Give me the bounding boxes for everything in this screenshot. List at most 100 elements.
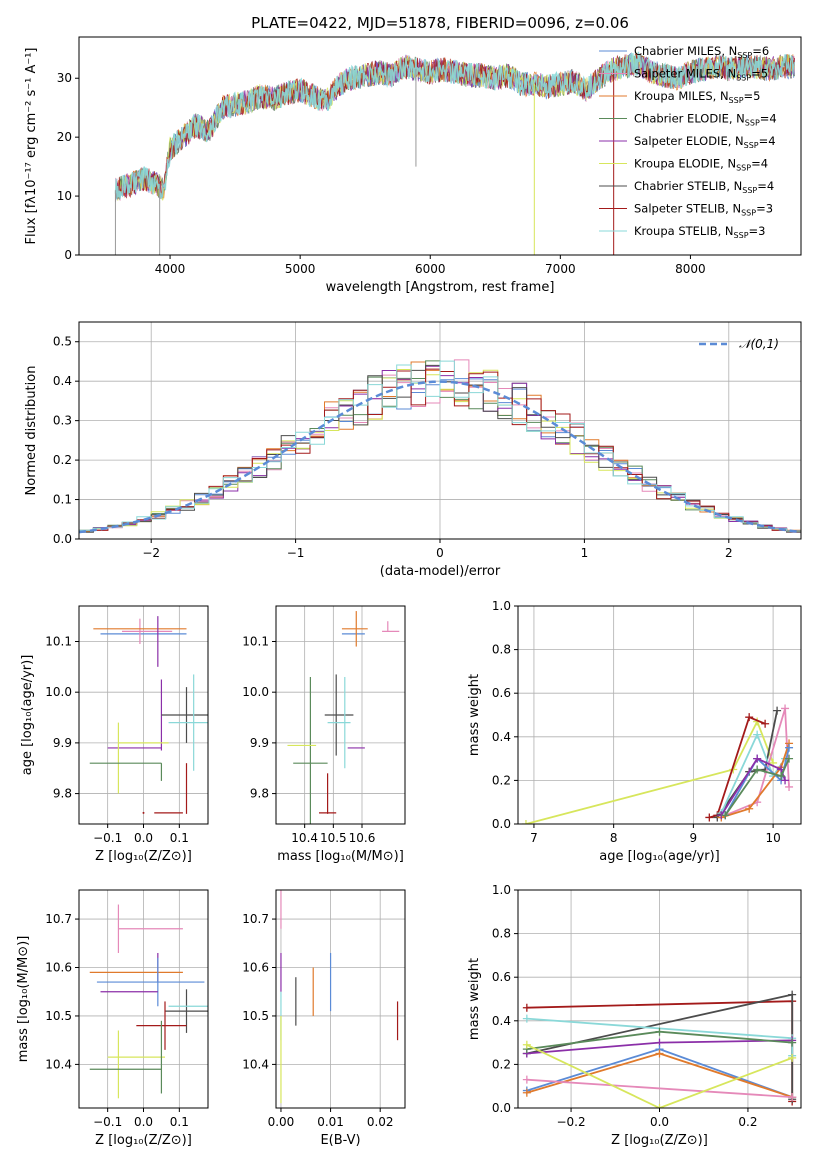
y-tick-label: 0 <box>64 248 72 262</box>
spectrum-xlabel: wavelength [Angstrom, rest frame] <box>326 280 555 295</box>
figure-title: PLATE=0422, MJD=51878, FIBERID=0096, z=0… <box>251 14 629 32</box>
x-tick-label: 10.4 <box>291 831 318 845</box>
residuals-plot-area <box>79 359 801 539</box>
weight-marker <box>777 772 786 781</box>
legend-label: Chabrier ELODIE, NSSP=4 <box>634 112 777 128</box>
mass_vs_Z-plot-area <box>89 904 208 1099</box>
y-tick-label: 0.0 <box>53 532 72 546</box>
x-tick-label: 1 <box>581 546 589 560</box>
mass_weight_vs_age-plot-area <box>521 704 794 824</box>
age_vs_Z-xlabel: Z [log₁₀(Z/Z⊙)] <box>95 849 192 864</box>
weight-marker <box>522 1088 531 1097</box>
weight-marker <box>522 1014 531 1023</box>
weight-series-line <box>526 1078 793 1098</box>
x-tick-label: 0.1 <box>170 831 189 845</box>
y-tick-label: 10.6 <box>242 961 269 975</box>
mass_vs_ebv-plot-area <box>280 890 399 1104</box>
weight-marker <box>781 776 790 785</box>
weight-marker <box>773 706 782 715</box>
mass_weight_vs_Z-ylabel: mass weight <box>467 958 482 1040</box>
y-tick-label: 10.7 <box>45 912 72 926</box>
y-tick-label: 0.4 <box>492 1014 511 1028</box>
y-tick-label: 0.0 <box>492 1101 511 1115</box>
x-tick-label: −1 <box>287 546 305 560</box>
y-tick-label: 10.1 <box>242 634 269 648</box>
mass_weight_vs_Z-plot-area <box>522 990 797 1108</box>
age_vs_mass-xlabel: mass [log₁₀(M/M⊙)] <box>277 849 404 864</box>
weight-marker <box>522 1003 531 1012</box>
legend-label: 𝒩(0,1) <box>739 337 779 351</box>
weight-series-line <box>721 743 790 819</box>
x-tick-label: −2 <box>142 546 160 560</box>
y-tick-label: 0.6 <box>492 970 511 984</box>
weight-marker <box>745 713 754 722</box>
x-tick-label: 6000 <box>415 262 446 276</box>
y-tick-label: 10.0 <box>242 685 269 699</box>
x-tick-label: 8000 <box>675 262 706 276</box>
weight-marker <box>781 704 790 713</box>
legend-label: Kroupa ELODIE, NSSP=4 <box>634 157 768 173</box>
weight-series-line <box>724 758 790 816</box>
errorbar-point <box>142 811 145 814</box>
weight-marker <box>753 765 762 774</box>
weight-marker <box>655 1027 664 1036</box>
weight-marker <box>788 1093 797 1102</box>
x-tick-label: −0.1 <box>93 831 122 845</box>
weight-marker <box>705 813 714 822</box>
y-tick-label: 0.8 <box>492 927 511 941</box>
x-tick-label: 0.01 <box>317 1115 344 1129</box>
legend-label: Salpeter STELIB, NSSP=3 <box>634 202 773 218</box>
weight-marker <box>788 990 797 999</box>
weight-marker <box>761 719 770 728</box>
mass_weight_vs_Z-xlabel: Z [log₁₀(Z/Z⊙)] <box>611 1133 708 1148</box>
legend-label: Kroupa STELIB, NSSP=3 <box>634 224 765 240</box>
x-tick-label: 0.1 <box>170 1115 189 1129</box>
x-tick-label: 0.0 <box>650 1115 669 1129</box>
spectrum-panel: 4000 5000 6000 7000 8000 0 10 20 30 wavelength [A… <box>24 36 802 295</box>
x-tick-label: 0 <box>436 546 444 560</box>
legend-label: Salpeter MILES, NSSP=5 <box>634 67 768 83</box>
x-tick-label: 0.02 <box>367 1115 394 1129</box>
weight-marker <box>788 1053 797 1062</box>
mass_weight_vs_age-xlabel: age [log₁₀(age/yr)] <box>599 849 720 864</box>
spectrum-series-line <box>114 51 796 200</box>
mass_weight_vs_Z-panel: −0.2 0.0 0.2 0.0 0.2 0.4 0.6 0.8 1.0 Z [log₁₀(Z/Z… <box>467 883 802 1148</box>
y-tick-label: 10 <box>57 189 72 203</box>
x-tick-label: 9 <box>690 831 698 845</box>
y-tick-label: 0.2 <box>492 1057 511 1071</box>
spectrum-ylabel: Flux [fλ10⁻¹⁷ erg cm⁻² s⁻¹ A⁻¹] <box>24 48 39 245</box>
y-tick-label: 9.8 <box>53 787 72 801</box>
mass_weight_vs_age-frame <box>517 605 802 825</box>
age_vs_Z-plot-area <box>89 616 208 814</box>
y-tick-label: 0.8 <box>492 643 511 657</box>
y-tick-label: 10.1 <box>45 634 72 648</box>
y-tick-label: 10.5 <box>242 1009 269 1023</box>
age_vs_mass-plot-area <box>287 611 400 824</box>
gaussian-curve <box>79 380 801 534</box>
y-tick-label: 10.0 <box>45 685 72 699</box>
y-tick-label: 9.9 <box>53 736 72 750</box>
y-tick-label: 10.4 <box>242 1057 269 1071</box>
weight-marker <box>655 1104 664 1108</box>
age_vs_Z-ylabel: age [log₁₀(age/yr)] <box>20 655 35 776</box>
y-tick-label: 9.9 <box>250 736 269 750</box>
weight-marker <box>785 754 794 763</box>
y-tick-label: 10.5 <box>45 1009 72 1023</box>
residuals-xlabel: (data-model)/error <box>380 564 501 579</box>
weight-series-line <box>526 1043 793 1108</box>
x-tick-label: 7 <box>530 831 538 845</box>
y-tick-label: 0.2 <box>492 773 511 787</box>
y-tick-label: 10.6 <box>45 961 72 975</box>
weight-marker <box>785 743 794 752</box>
x-tick-label: −0.1 <box>93 1115 122 1129</box>
y-tick-label: 20 <box>57 130 72 144</box>
age_vs_mass-panel: 10.4 10.5 10.6 9.8 9.9 10.0 10.1 mass [log₁₀(M/… <box>242 605 406 864</box>
y-tick-label: 1.0 <box>492 599 511 613</box>
legend-label: Chabrier STELIB, NSSP=4 <box>634 179 774 195</box>
legend-label: Kroupa MILES, NSSP=5 <box>634 89 760 105</box>
weight-marker <box>721 811 730 820</box>
weight-marker <box>788 1038 797 1047</box>
x-tick-label: 5000 <box>285 262 316 276</box>
x-tick-label: 0.00 <box>268 1115 295 1129</box>
weight-marker <box>753 754 762 763</box>
